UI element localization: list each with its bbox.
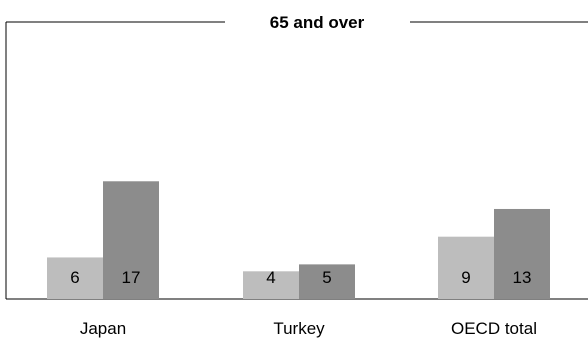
category-labels: Japan Turkey OECD total	[80, 319, 537, 338]
bar-3-series-1	[438, 236, 494, 299]
category-label-2: Turkey	[273, 319, 325, 338]
bar-3-series-2	[494, 208, 550, 299]
bar-2-series-1	[243, 271, 299, 299]
value-labels: 6 17 4 5 9 13	[70, 268, 531, 287]
value-label-1-series-1: 6	[70, 268, 79, 287]
bar-2-series-2	[299, 264, 355, 299]
bar-1-series-1	[47, 257, 103, 299]
value-label-3-series-1: 9	[461, 268, 470, 287]
bars	[47, 181, 550, 299]
category-label-1: Japan	[80, 319, 126, 338]
value-label-1-series-2: 17	[122, 268, 141, 287]
bar-1-series-2	[103, 181, 159, 299]
value-label-3-series-2: 13	[513, 268, 532, 287]
value-label-2-series-1: 4	[266, 268, 275, 287]
category-label-3: OECD total	[451, 319, 537, 338]
chart-title: 65 and over	[270, 13, 365, 32]
value-label-2-series-2: 5	[322, 268, 331, 287]
